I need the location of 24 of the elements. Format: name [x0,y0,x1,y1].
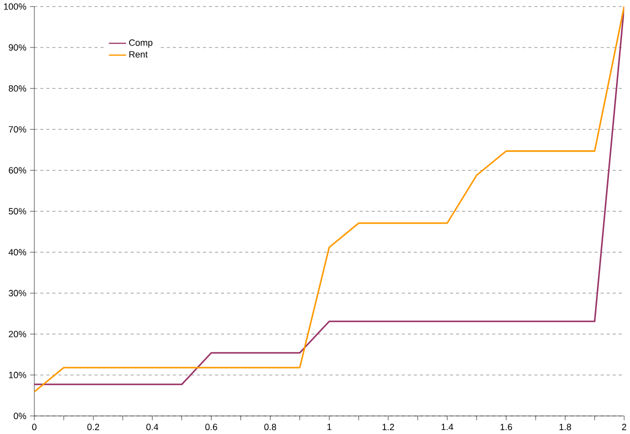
y-tick-label: 50% [8,208,26,215]
x-tick-label: 0.8 [264,424,276,430]
x-tick-label: 0 [32,424,36,430]
x-tick-label: 2 [622,424,626,430]
y-tick-label: 100% [4,4,26,10]
y-tick-label: 40% [8,249,26,256]
legend-label: Rent [129,51,148,58]
y-tick-label: 30% [8,290,26,297]
y-tick-label: 60% [8,167,26,174]
x-tick-label: 1 [327,424,332,430]
legend-label: Comp [129,40,152,48]
x-tick-label: 0.2 [87,424,100,430]
x-tick-label: 1.4 [442,424,454,430]
y-tick-label: 80% [8,85,26,92]
y-tick-label: 90% [8,44,26,51]
y-tick-label: 0% [14,412,26,420]
y-tick-label: 20% [8,331,26,338]
x-tick-label: 0.4 [146,424,158,430]
y-tick-label: 10% [9,372,26,378]
x-tick-label: 1.8 [560,424,572,430]
x-tick-label: 1.2 [382,424,394,430]
y-tick-label: 70% [8,126,26,133]
x-tick-label: 1.6 [500,424,512,430]
x-tick-label: 0.6 [205,424,218,430]
